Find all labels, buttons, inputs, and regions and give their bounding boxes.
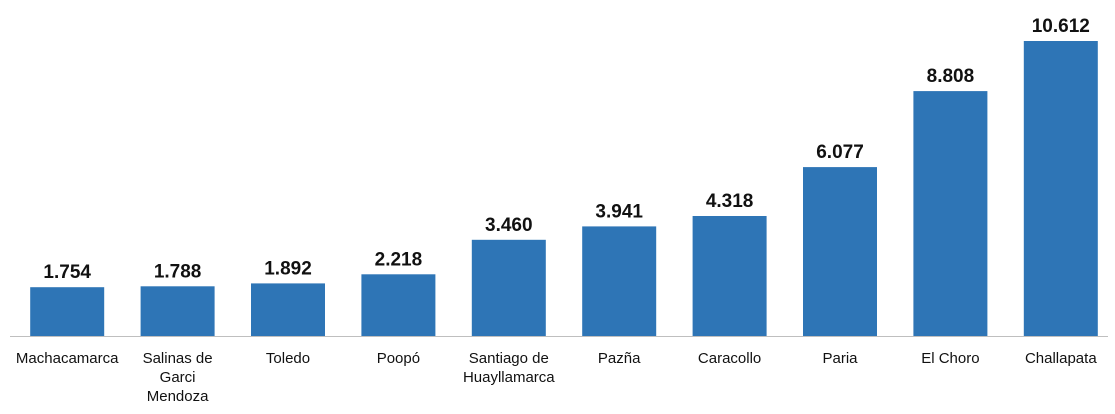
data-label-0: 1.754 [43,262,91,283]
category-label-6: Caracollo [698,350,761,367]
data-label-2: 1.892 [264,258,312,279]
category-label-line: Garci [160,369,196,386]
category-label-line: Salinas de [143,350,213,367]
data-label-3: 2.218 [375,249,423,270]
bar-2 [251,283,325,336]
category-label-8: El Choro [921,350,979,367]
data-label-7: 6.077 [816,142,864,163]
category-label-9: Challapata [1025,350,1097,367]
data-labels-layer: 1.754 1.788 1.892 2.218 3.460 3.941 4.318 6.077… [43,16,1089,283]
category-label-line: Mendoza [147,388,209,405]
category-label-3: Poopó [377,350,420,367]
bars-layer [30,41,1098,336]
category-label-5: Pazña [598,350,641,367]
category-label-line: Santiago de [469,350,549,367]
category-label-line: Poopó [377,350,420,367]
data-label-1: 1.788 [154,261,202,282]
data-label-9: 10.612 [1032,16,1090,37]
category-labels-layer: Machacamarca Salinas de Garci Mendoza Toledo… [16,350,1097,405]
data-label-5: 3.941 [595,201,643,222]
bar-5 [582,226,657,336]
data-label-8: 8.808 [927,66,975,87]
category-label-0: Machacamarca [16,350,119,367]
category-label-line: Caracollo [698,350,761,367]
category-label-line: Toledo [266,350,310,367]
bar-0 [30,287,105,336]
bar-8 [913,91,988,336]
bar-7 [803,167,877,336]
category-label-line: Paria [822,350,858,367]
category-label-line: Huayllamarca [463,369,555,386]
category-label-line: Pazña [598,350,641,367]
category-label-7: Paria [822,350,858,367]
bar-3 [361,274,436,336]
bar-4 [471,239,546,336]
category-label-1: Salinas de Garci Mendoza [143,350,213,405]
category-label-4: Santiago de Huayllamarca [463,350,555,386]
category-label-2: Toledo [266,350,310,367]
bar-1 [140,286,215,336]
category-label-line: El Choro [921,350,979,367]
data-label-4: 3.460 [485,215,533,236]
bar-6 [692,216,767,336]
category-label-line: Challapata [1025,350,1097,367]
bar-9 [1023,41,1098,336]
data-label-6: 4.318 [706,191,754,212]
category-label-line: Machacamarca [16,350,119,367]
